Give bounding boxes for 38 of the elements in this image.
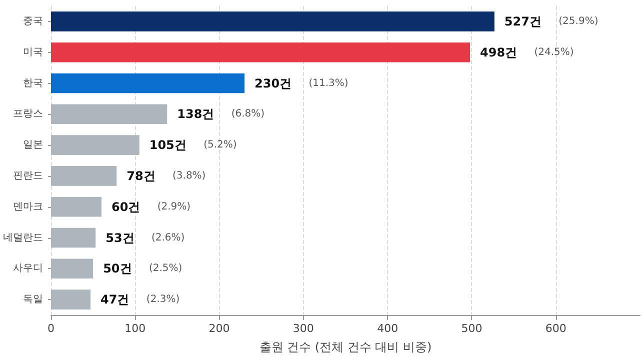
y-tick-label: 미국: [23, 46, 43, 58]
text: 138건 (6.8%): [177, 107, 265, 122]
bar: [51, 73, 245, 94]
y-tick-label: 핀란드: [13, 170, 43, 182]
y-tick-label: 일본: [23, 140, 43, 151]
bar: [51, 12, 494, 32]
text: 78건 (3.8%): [126, 168, 206, 183]
x-axis-title: 출원 건수 (전체 건수 대비 비중): [259, 340, 432, 354]
y-tick-label: 네덜란드: [3, 232, 43, 244]
x-tick-label: 0: [48, 322, 54, 335]
x-tick-label: 200: [208, 322, 230, 335]
x-tick-label: 300: [292, 322, 314, 335]
bar: [51, 258, 94, 279]
bar: [51, 290, 91, 310]
x-tick-label: 400: [377, 322, 398, 335]
text: 105건 (5.2%): [149, 138, 237, 152]
text: 527건 (25.9%): [504, 14, 598, 28]
text: 50건 (2.5%): [103, 262, 182, 276]
bar: [51, 228, 96, 248]
text: 53건 (2.6%): [106, 230, 185, 245]
x-tick-label: 100: [124, 322, 146, 335]
text: 47건 (2.3%): [100, 292, 180, 307]
y-tick-label: 프랑스: [13, 108, 43, 120]
y-tick-label: 한국: [23, 78, 43, 89]
y-tick-label: 덴마크: [13, 201, 43, 212]
text: 498건 (24.5%): [480, 45, 574, 60]
y-tick-label: 중국: [23, 16, 43, 27]
x-tick-label: 600: [545, 322, 566, 335]
x-tick-label: 500: [461, 322, 482, 335]
bar: [51, 104, 168, 124]
y-tick-label: 독일: [23, 294, 43, 306]
text: 60건 (2.9%): [111, 200, 191, 214]
bar: [51, 135, 140, 155]
bar: [51, 196, 102, 217]
text: 230건 (11.3%): [254, 76, 348, 90]
bar: [51, 166, 117, 186]
y-tick-label: 사우디: [13, 263, 43, 274]
bar: [51, 42, 470, 62]
